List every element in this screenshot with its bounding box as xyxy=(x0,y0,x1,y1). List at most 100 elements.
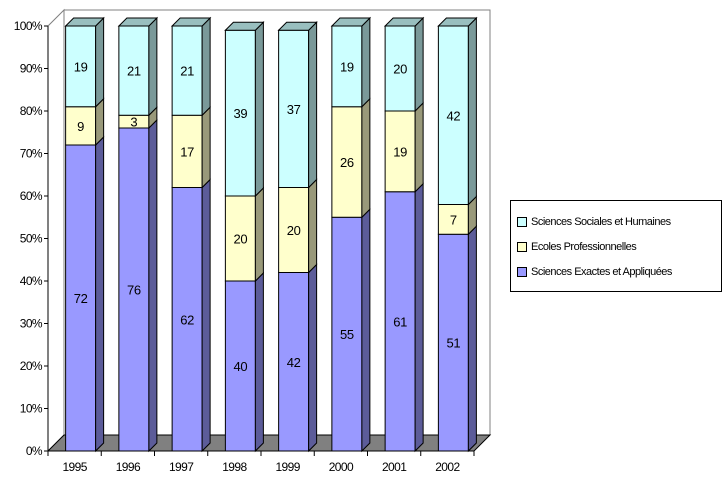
bar-segment-side xyxy=(308,178,318,274)
bar-segment-side xyxy=(361,208,371,453)
data-label: 62 xyxy=(180,312,194,327)
legend-swatch-professional xyxy=(517,241,527,252)
x-tick-label: 1998 xyxy=(222,460,247,474)
bar-stack xyxy=(277,21,318,453)
bar-segment xyxy=(118,25,150,116)
bar-stack xyxy=(383,16,425,453)
bar-segment xyxy=(437,233,469,452)
bar-top xyxy=(330,17,372,27)
x-tick-label: 1999 xyxy=(275,460,300,474)
bar-stack xyxy=(117,16,159,453)
legend-swatch-social xyxy=(517,216,527,227)
bar-top xyxy=(117,17,159,27)
data-label: 19 xyxy=(393,144,407,159)
data-label: 76 xyxy=(127,283,141,298)
legend-label-professional: Ecoles Professionnelles xyxy=(531,240,637,253)
side-wall xyxy=(47,8,65,453)
bar-segment xyxy=(224,195,256,282)
y-tick-label: 0% xyxy=(26,444,43,458)
bar-segment-side xyxy=(308,263,318,453)
y-tick-label: 20% xyxy=(20,359,43,373)
bar-stack xyxy=(170,16,212,453)
bar-segment-side xyxy=(414,182,424,453)
x-tick-label: 1995 xyxy=(62,460,87,474)
data-label: 42 xyxy=(446,108,460,123)
bar-segment xyxy=(171,25,203,116)
legend-label-exact: Sciences Exactes et Appliquées xyxy=(531,265,672,278)
bar-stack xyxy=(437,16,478,453)
y-tick-label: 70% xyxy=(20,147,43,161)
data-label: 40 xyxy=(233,359,247,374)
bar-top xyxy=(437,17,478,27)
bar-stack xyxy=(224,21,265,453)
legend-label-social: Sciences Sociales et Humaines xyxy=(531,215,671,228)
x-tick-label: 2000 xyxy=(329,460,354,474)
data-label: 19 xyxy=(74,59,88,74)
y-tick-label: 80% xyxy=(20,104,43,118)
bar-segment-side xyxy=(467,16,477,206)
bar-stack xyxy=(64,16,105,453)
data-label: 39 xyxy=(233,106,247,121)
data-label: 19 xyxy=(340,59,354,74)
data-label: 37 xyxy=(287,102,301,117)
legend-swatch-exact xyxy=(517,266,527,277)
bar-segment-side xyxy=(361,16,371,108)
legend: Sciences Sociales et Humaines Ecoles Pro… xyxy=(510,200,722,292)
y-tick-label: 10% xyxy=(20,402,43,416)
bar-top xyxy=(277,21,318,31)
data-label: 42 xyxy=(287,355,301,370)
bar-segment xyxy=(171,114,203,188)
x-tick-label: 2002 xyxy=(435,460,460,474)
data-label: 51 xyxy=(446,336,460,351)
bar-segment xyxy=(437,25,469,205)
data-label: 20 xyxy=(393,62,407,77)
data-label: 20 xyxy=(233,232,247,247)
bar-segment-side xyxy=(254,186,264,283)
data-label: 72 xyxy=(74,291,88,306)
bar-segment-side xyxy=(254,271,264,453)
bar-segment-side xyxy=(308,21,318,189)
bar-segment-side xyxy=(201,16,211,117)
bar-segment-side xyxy=(148,118,158,453)
axes: 0%10%20%30%40%50%60%70%80%90%100%1995 199… xyxy=(14,8,492,474)
bar-segment xyxy=(331,216,363,452)
data-label: 20 xyxy=(287,223,301,238)
bar-segment-side xyxy=(201,178,211,453)
bar-segment-side xyxy=(467,225,477,453)
data-label: 21 xyxy=(127,64,141,79)
chart-floor xyxy=(46,434,492,452)
bar-top xyxy=(383,17,425,27)
x-tick-label: 1996 xyxy=(116,460,141,474)
bar-segment xyxy=(331,106,363,218)
y-tick-label: 60% xyxy=(20,189,43,203)
bar-top xyxy=(64,17,105,27)
bar-segment-side xyxy=(201,106,211,189)
bar-segment-side xyxy=(95,135,105,453)
y-tick-label: 100% xyxy=(14,19,43,33)
bar-segment-side xyxy=(95,16,105,108)
bar-segment xyxy=(278,29,310,188)
legend-item-social: Sciences Sociales et Humaines xyxy=(517,209,721,234)
data-label: 17 xyxy=(180,144,194,159)
bar-segment-side xyxy=(254,21,264,198)
data-label: 61 xyxy=(393,314,407,329)
x-tick-label: 2001 xyxy=(382,460,407,474)
data-label: 3 xyxy=(130,115,137,130)
data-label: 7 xyxy=(450,212,457,227)
x-tick-label: 1997 xyxy=(169,460,194,474)
bar-top xyxy=(170,17,212,27)
data-label: 26 xyxy=(340,155,354,170)
bar-stack xyxy=(330,16,372,453)
data-label: 9 xyxy=(77,119,84,134)
labels: 72 9 19 76 3 21 62 17 21 40 20 39 42 20 37 55 26 19 61 19 20… xyxy=(74,59,461,374)
y-tick-label: 50% xyxy=(20,232,43,246)
data-label: 55 xyxy=(340,327,354,342)
bar-segment xyxy=(65,144,97,452)
y-tick-label: 40% xyxy=(20,274,43,288)
bar-segment-side xyxy=(361,97,371,219)
bar-segment-side xyxy=(148,16,158,117)
y-tick-label: 90% xyxy=(20,62,43,76)
legend-item-professional: Ecoles Professionnelles xyxy=(517,234,721,259)
bar-segment-side xyxy=(414,16,424,113)
